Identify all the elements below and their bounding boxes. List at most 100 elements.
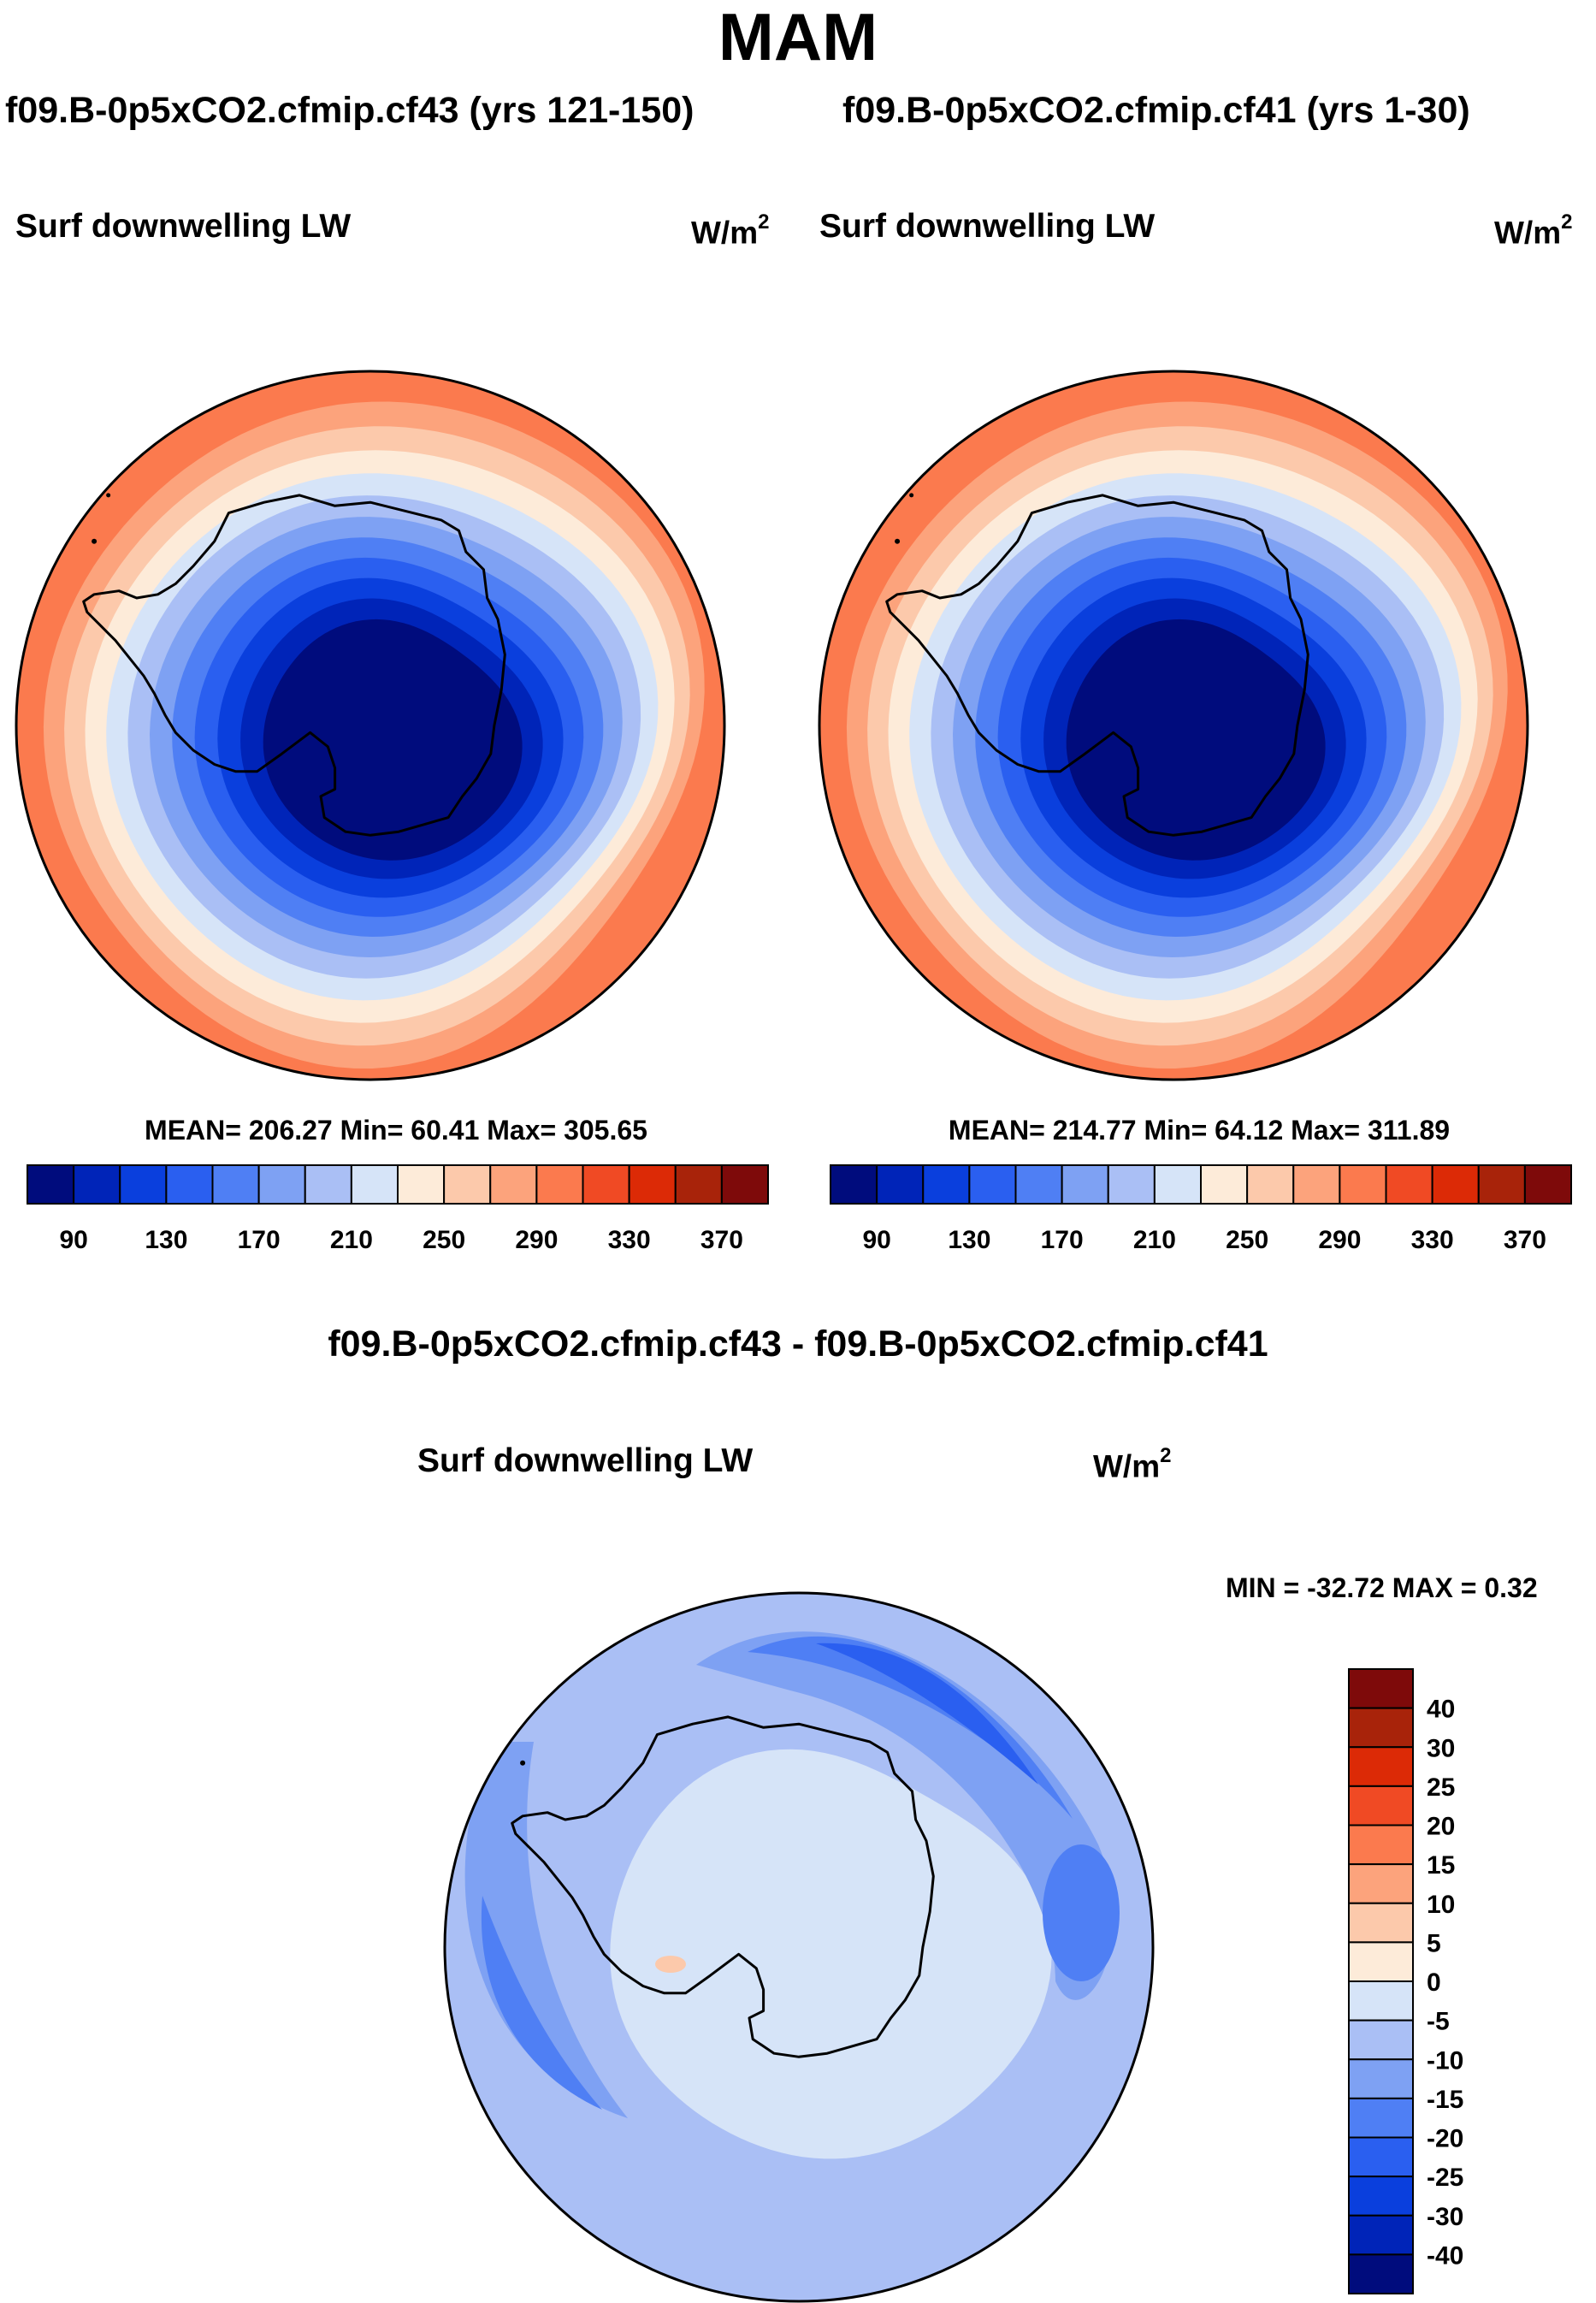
panel1-colorbar-label: 330 — [608, 1226, 651, 1254]
diff-colorbar-label: 5 — [1427, 1929, 1441, 1957]
panel1-colorbar-label: 250 — [423, 1226, 465, 1254]
panel2-stats: MEAN= 214.77 Min= 64.12 Max= 311.89 — [948, 1115, 1451, 1146]
panel2-colorbar-label: 330 — [1411, 1226, 1454, 1254]
panel1-colorbar-box — [165, 1164, 214, 1205]
panel2-units: W/m2 — [1494, 210, 1573, 251]
panel2-colorbar-box — [1292, 1164, 1341, 1205]
diff-units: W/m2 — [1093, 1444, 1172, 1484]
diff-stats: MIN = -32.72 MAX = 0.32 — [1226, 1572, 1538, 1603]
panel2-colorbar-box — [922, 1164, 971, 1205]
panel1-map — [16, 371, 724, 1080]
panel1-colorbar-box — [628, 1164, 677, 1205]
panel2-colorbar-box — [1339, 1164, 1387, 1205]
diff-band-ne-core — [816, 1643, 1038, 1785]
diff-colorbar-label: -10 — [1427, 2046, 1463, 2075]
panel2-colorbar-box — [876, 1164, 925, 1205]
panel1-colorbar-box — [720, 1164, 769, 1205]
panel1-colorbar-box — [674, 1164, 723, 1205]
diff-colorbar-box — [1348, 1863, 1414, 1904]
panel1-colorbar-box — [350, 1164, 399, 1205]
panel2-colorbar-label: 170 — [1041, 1226, 1084, 1254]
diff-island — [520, 1760, 526, 1766]
diff-band-sw-core — [481, 1896, 602, 2110]
panel1-variable: Surf downwelling LW — [15, 208, 352, 245]
panel2-colorbar: 90 130 170 210 250 290 330 370 — [830, 1164, 1572, 1254]
diff-colorbar: 40 30 25 20 15 10 5 0 -5 -10 -15 -20 -25 -30 -40 — [1348, 1668, 1463, 2294]
diff-colorbar-box — [1348, 1824, 1414, 1866]
panel2-colorbar-label: 370 — [1504, 1226, 1546, 1254]
diff-colorbar-box — [1348, 1668, 1414, 1709]
panel1-colorbar-label: 370 — [700, 1226, 743, 1254]
panel2-coastline — [885, 494, 1309, 837]
panel2-colorbar-box — [1061, 1164, 1109, 1205]
panel2-colorbar-label: 130 — [948, 1226, 990, 1254]
figure-title: MAM — [718, 0, 878, 74]
diff-colorbar-box — [1348, 2136, 1414, 2178]
panel2-case-title: f09.B-0p5xCO2.cfmip.cf41 (yrs 1-30) — [842, 90, 1470, 131]
panel2-colorbar-box — [1107, 1164, 1156, 1205]
panel2-colorbar-box — [1246, 1164, 1295, 1205]
diff-colorbar-box — [1348, 2097, 1414, 2139]
panel1-colorbar-label: 90 — [59, 1226, 87, 1254]
diff-colorbar-box — [1348, 1707, 1414, 1749]
panel1-colorbar-box — [73, 1164, 121, 1205]
diff-band-inner — [610, 1749, 1052, 2159]
panel1-colorbar-box — [582, 1164, 630, 1205]
diff-colorbar-label: 30 — [1427, 1734, 1455, 1762]
diff-colorbar-label: 0 — [1427, 1969, 1441, 1997]
panel2-colorbar-label: 290 — [1318, 1226, 1361, 1254]
diff-colorbar-label: 15 — [1427, 1851, 1455, 1880]
panel2-colorbar-box — [1014, 1164, 1063, 1205]
diff-colorbar-box — [1348, 2058, 1414, 2099]
panel2-colorbar-box — [830, 1164, 878, 1205]
panel2-colorbar-box — [1477, 1164, 1526, 1205]
panel1-colorbar-box — [535, 1164, 584, 1205]
panel1-colorbar-box — [397, 1164, 446, 1205]
diff-colorbar-label: -25 — [1427, 2164, 1463, 2192]
panel2-map-border — [818, 370, 1529, 1081]
diff-title: f09.B-0p5xCO2.cfmip.cf43 - f09.B-0p5xCO2… — [328, 1323, 1268, 1365]
diff-colorbar-box — [1348, 1785, 1414, 1826]
panel2-colorbar-box — [1385, 1164, 1433, 1205]
panel1-colorbar-box — [257, 1164, 306, 1205]
diff-colorbar-box — [1348, 1980, 1414, 2022]
diff-variable: Surf downwelling LW — [417, 1442, 754, 1479]
panel1-coastline — [82, 494, 506, 837]
diff-band-sw-outer — [464, 1742, 628, 2118]
panel2-colorbar-label: 210 — [1133, 1226, 1176, 1254]
panel2-colorbar-box — [968, 1164, 1017, 1205]
panel2-colorbar-box — [1200, 1164, 1249, 1205]
diff-colorbar-box — [1348, 2019, 1414, 2061]
panel2-colorbar-label: 250 — [1226, 1226, 1268, 1254]
diff-colorbar-label: 20 — [1427, 1813, 1455, 1841]
diff-colorbar-box — [1348, 1746, 1414, 1787]
diff-band-east — [1043, 1844, 1120, 1981]
diff-colorbar-label: 25 — [1427, 1773, 1455, 1802]
diff-colorbar-box — [1348, 1902, 1414, 1944]
panel2-variable: Surf downwelling LW — [819, 208, 1156, 245]
panel1-island — [92, 538, 98, 544]
panel1-units: W/m2 — [691, 210, 770, 251]
panel1-stats: MEAN= 206.27 Min= 60.41 Max= 305.65 — [145, 1115, 647, 1146]
panel2-colorbar-box — [1523, 1164, 1572, 1205]
diff-map-border — [443, 1591, 1155, 2303]
panel2-band-80 — [1066, 619, 1326, 861]
panel2-island — [895, 538, 901, 544]
diff-colorbar-label: -30 — [1427, 2203, 1463, 2231]
panel2-colorbar-box — [1431, 1164, 1480, 1205]
diff-colorbar-box — [1348, 2176, 1414, 2217]
diff-colorbar-label: -5 — [1427, 2008, 1450, 2036]
panel1-map-border — [15, 370, 726, 1081]
diff-band-warm — [655, 1956, 686, 1973]
panel1-colorbar-box — [119, 1164, 168, 1205]
panel1-colorbar-box — [27, 1164, 75, 1205]
diff-coastline — [511, 1715, 935, 2058]
panel1-colorbar-label: 210 — [330, 1226, 373, 1254]
panel1-colorbar-box — [211, 1164, 260, 1205]
diff-map — [445, 1593, 1153, 2301]
panel1-colorbar-label: 130 — [145, 1226, 187, 1254]
panel1-island — [106, 493, 111, 498]
panel2-colorbar-label: 90 — [862, 1226, 890, 1254]
diff-colorbar-label: 40 — [1427, 1696, 1455, 1724]
